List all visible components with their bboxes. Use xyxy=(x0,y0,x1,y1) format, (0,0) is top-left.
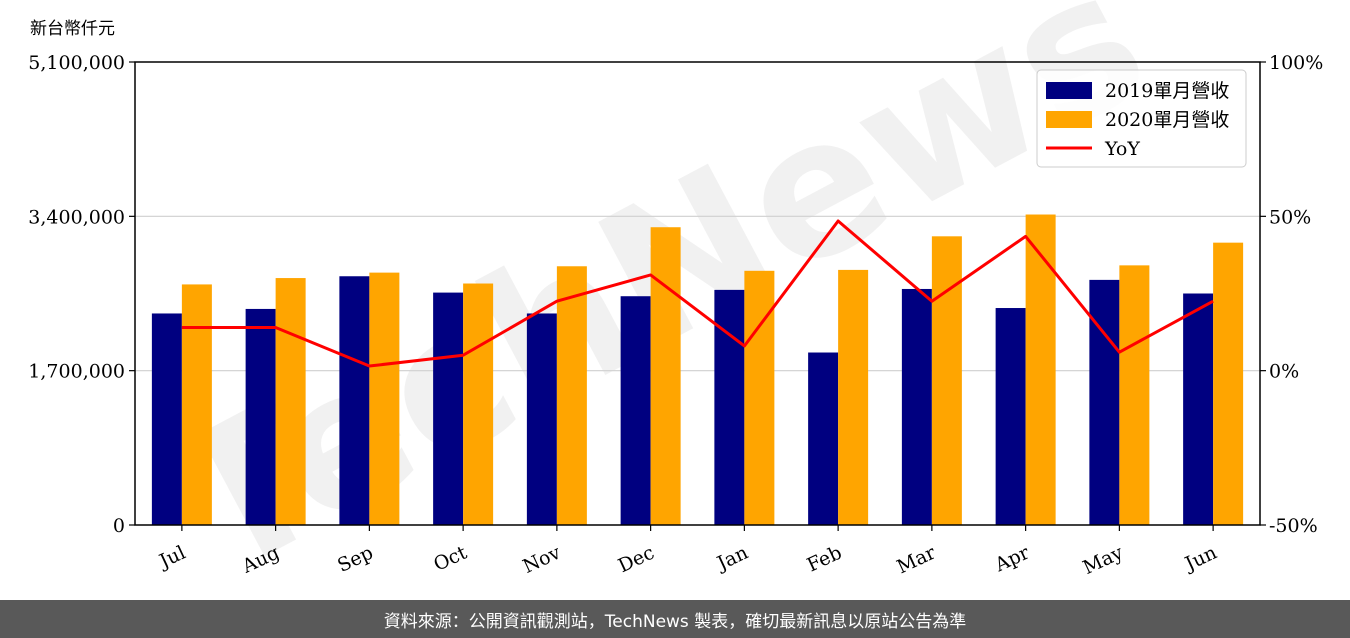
footer-bar: 資料來源：公開資訊觀測站，TechNews 製表，確切最新訊息以原站公告為準 xyxy=(0,600,1350,638)
bar-2019-aug xyxy=(245,308,276,525)
yoy-line xyxy=(181,219,1214,368)
y2-tick-label: 100% xyxy=(1269,52,1323,74)
y-axis-unit-label: 新台幣仟元 xyxy=(30,19,115,39)
legend-swatch xyxy=(1046,82,1092,99)
bar-2020-jul xyxy=(181,284,212,525)
bar-2020-apr xyxy=(1025,214,1056,526)
legend-label: YoY xyxy=(1104,138,1140,160)
y-tick-label: 1,700,000 xyxy=(28,361,125,383)
bar-2020-nov xyxy=(556,266,587,525)
legend: 2019單月營收 2020單月營收 YoY xyxy=(1036,69,1247,168)
x-tick-label: Feb xyxy=(804,542,846,577)
bar-2020-feb xyxy=(838,269,869,525)
source-note: 資料來源：公開資訊觀測站，TechNews 製表，確切最新訊息以原站公告為準 xyxy=(383,611,967,632)
bar-2020-jun xyxy=(1213,242,1244,526)
y-tick-label: 5,100,000 xyxy=(28,52,125,74)
bar-2019-nov xyxy=(526,313,557,525)
bar-2019-oct xyxy=(433,292,464,525)
y2-tick-label: 50% xyxy=(1269,206,1311,228)
legend-swatch xyxy=(1046,111,1092,128)
line-layer xyxy=(181,219,1214,368)
legend-label: 2019單月營收 xyxy=(1105,80,1229,102)
x-tick-label: Nov xyxy=(520,541,565,577)
bar-2019-feb xyxy=(808,352,839,525)
x-tick-label: Apr xyxy=(991,541,1034,577)
bar-2020-may xyxy=(1119,265,1150,525)
bar-2019-sep xyxy=(339,276,370,525)
bar-2019-jul xyxy=(151,313,182,525)
bar-2019-apr xyxy=(995,308,1026,525)
y-tick-label: 3,400,000 xyxy=(28,206,125,228)
bar-2019-jan xyxy=(714,289,745,525)
bar-2020-aug xyxy=(275,278,306,525)
x-tick-label: Jul xyxy=(154,542,189,574)
x-tick-label: Mar xyxy=(894,541,940,578)
x-tick-label: Oct xyxy=(430,541,470,575)
plot-frame xyxy=(134,61,1261,526)
bar-2019-jun xyxy=(1183,293,1214,525)
bar-2020-oct xyxy=(463,283,494,525)
y-tick-label: 0 xyxy=(113,515,125,537)
bar-2020-dec xyxy=(650,227,681,525)
x-tick-label: May xyxy=(1080,541,1127,579)
grid-layer xyxy=(135,215,1260,372)
x-tick-label: Dec xyxy=(615,542,658,578)
legend-label: 2020單月營收 xyxy=(1105,109,1229,131)
bar-2019-mar xyxy=(901,288,932,525)
bar-2020-jan xyxy=(744,270,775,525)
bar-2020-mar xyxy=(931,236,962,525)
y2-tick-label: -50% xyxy=(1269,515,1318,537)
bar-2020-sep xyxy=(369,272,400,525)
chart: TechNews 01,700,0003,400,0005,100,000-50… xyxy=(28,0,1323,600)
x-tick-label: Jan xyxy=(712,542,751,576)
y2-tick-label: 0% xyxy=(1269,361,1299,383)
x-tick-label: Jun xyxy=(1180,542,1220,576)
bar-layer xyxy=(151,214,1244,526)
bar-2019-may xyxy=(1089,279,1120,525)
bar-2019-dec xyxy=(620,296,651,525)
